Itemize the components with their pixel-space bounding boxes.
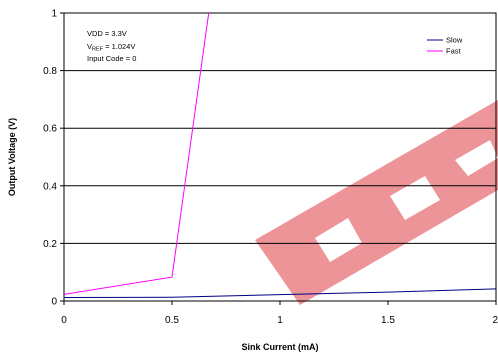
annotation-input-code: Input Code = 0 — [87, 54, 136, 63]
x-tick-label: 0.5 — [165, 315, 179, 326]
legend-label-slow: Slow — [446, 36, 463, 45]
watermark-cutout-1 — [315, 218, 362, 262]
series-line-fast — [63, 12, 210, 295]
y-tick-label: 0.4 — [43, 181, 57, 192]
watermark-cutout-3 — [455, 140, 498, 176]
x-axis-title: Sink Current (mA) — [241, 342, 318, 352]
watermark-logo — [255, 100, 498, 305]
annotation-vref-value: = 1.024V — [103, 42, 135, 51]
y-tick-label: 0.8 — [43, 66, 57, 77]
x-tick-label: 2 — [492, 315, 498, 326]
grid — [64, 70, 496, 244]
y-axis-title: Output Voltage (V) — [7, 118, 17, 196]
y-tick-label: 0.2 — [43, 239, 57, 250]
annotation-vref: VREF = 1.024V — [87, 42, 135, 53]
series-line-slow — [63, 288, 497, 299]
y-tick-label: 0.6 — [43, 124, 57, 135]
y-axis-ticks: 0 0.2 0.4 0.6 0.8 1 — [43, 9, 64, 308]
y-tick-label: 0 — [51, 297, 57, 308]
watermark-cutout-2 — [390, 176, 440, 220]
y-tick-label: 1 — [51, 9, 57, 20]
annotation-vdd: VDD = 3.3V — [87, 29, 127, 38]
legend: Slow Fast — [427, 36, 463, 56]
x-tick-label: 1 — [277, 315, 283, 326]
series-layer — [63, 12, 497, 299]
x-axis-ticks: 0 0.5 1 1.5 2 — [61, 301, 498, 326]
watermark-shape — [255, 100, 498, 305]
x-tick-label: 0 — [61, 315, 67, 326]
x-tick-label: 1.5 — [381, 315, 395, 326]
annotation-block: VDD = 3.3V VREF = 1.024V Input Code = 0 — [87, 29, 136, 63]
legend-label-fast: Fast — [446, 47, 462, 56]
annotation-vref-main: V — [87, 42, 92, 51]
annotation-vref-sub: REF — [92, 47, 104, 53]
